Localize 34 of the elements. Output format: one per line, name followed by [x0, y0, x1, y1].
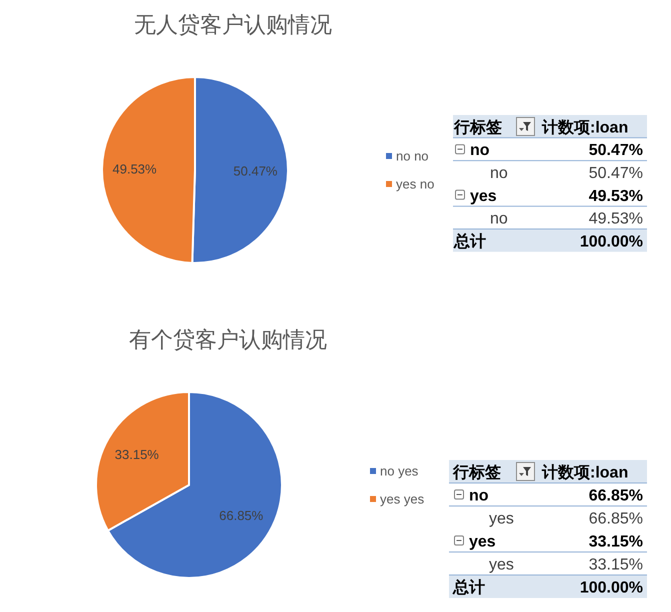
data-label: 49.53%	[112, 162, 158, 177]
text: 50.47%	[588, 165, 643, 182]
text: 49.53%	[588, 188, 643, 205]
data-label: 33.15%	[114, 446, 160, 462]
text: no	[490, 210, 508, 228]
legend-label: yes no	[396, 176, 434, 192]
text: 50.47%	[588, 142, 643, 160]
text: no	[469, 488, 489, 504]
text: 行标签	[452, 464, 501, 482]
text: 49.53%	[588, 210, 643, 228]
text: 66.85%	[588, 488, 643, 504]
text: yes	[470, 188, 497, 205]
text: no	[490, 165, 508, 182]
text: yes	[489, 510, 514, 528]
text: 计数项:loan	[541, 118, 628, 136]
text: yes	[469, 534, 496, 550]
data-label: 66.85%	[219, 508, 264, 524]
text: 100.00%	[580, 580, 643, 596]
text: no	[470, 142, 490, 160]
text: 总计	[452, 578, 485, 596]
chart-title: 有个贷客户认购情况	[129, 327, 327, 352]
text: 总计	[453, 232, 486, 250]
text: 行标签	[453, 118, 502, 136]
data-label: 50.47%	[233, 163, 278, 178]
chart-title: 无人贷客户认购情况	[134, 12, 332, 37]
text: 66.85%	[588, 510, 643, 528]
legend-label: no no	[396, 148, 429, 164]
legend-label: yes yes	[380, 492, 425, 506]
text: 100.00%	[580, 233, 643, 250]
text: 计数项:loan	[541, 464, 628, 482]
legend-label: no yes	[380, 464, 419, 478]
text: yes	[489, 556, 514, 574]
text: 33.15%	[588, 534, 643, 550]
text: 33.15%	[588, 556, 643, 574]
